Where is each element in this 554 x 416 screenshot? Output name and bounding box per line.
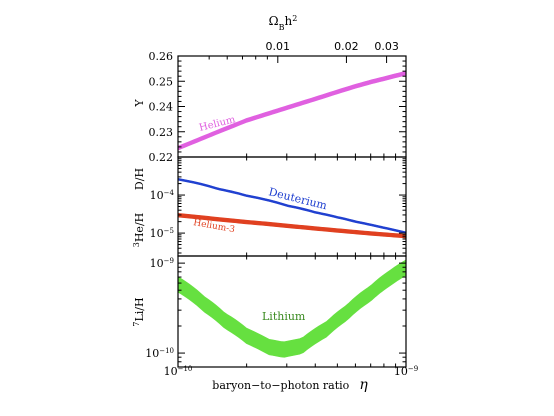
y-axis-title-deuterium: D/H [133,168,146,190]
y-axis-title-lithium: 7Li/H [132,297,147,326]
ticks-layer [177,55,407,367]
panel-helium-series [178,70,406,151]
series-deuterium-band [178,177,406,235]
y-tick-label: 0.22 [149,151,174,164]
y-tick-label: 0.25 [149,75,174,88]
y-tick-label: 0.26 [149,50,174,63]
top-tick-label: 0.02 [334,40,359,53]
y-tick-label: 0.23 [149,126,174,139]
series-lithium-band [178,259,406,358]
top-tick-label: 0.01 [266,40,291,53]
x-axis-title: baryon−to−photon ratio η [212,377,368,393]
y-axis-title-helium: Y [133,99,146,108]
series-helium-3-band [178,213,406,239]
top-tick-label: 0.03 [374,40,399,53]
panel-lithium-series [178,259,406,358]
x-tick-label: 10−9 [394,365,418,378]
x-tick-label: 10−10 [164,365,193,378]
series-layer [178,70,406,358]
annotation-lithium: Lithium [262,310,306,323]
panel-lithium-frame [177,255,407,368]
labels-layer: 0.22 0.23 0.24 0.25 0.26 10−4 10−5 10−9 10−10 0.0… [145,40,418,378]
y-tick-label: 10−4 [150,189,175,202]
panel-dhe3-series [178,177,406,239]
y-tick-label: 10−5 [150,227,174,240]
y-tick-label: 0.24 [149,101,174,114]
top-axis-title: ΩBh2 [269,14,298,32]
y-tick-label: 10−9 [150,257,174,270]
y-axis-title-helium3: 3He/H [132,213,147,248]
y-tick-label: 10−10 [145,347,174,360]
series-helium-band [178,70,406,151]
